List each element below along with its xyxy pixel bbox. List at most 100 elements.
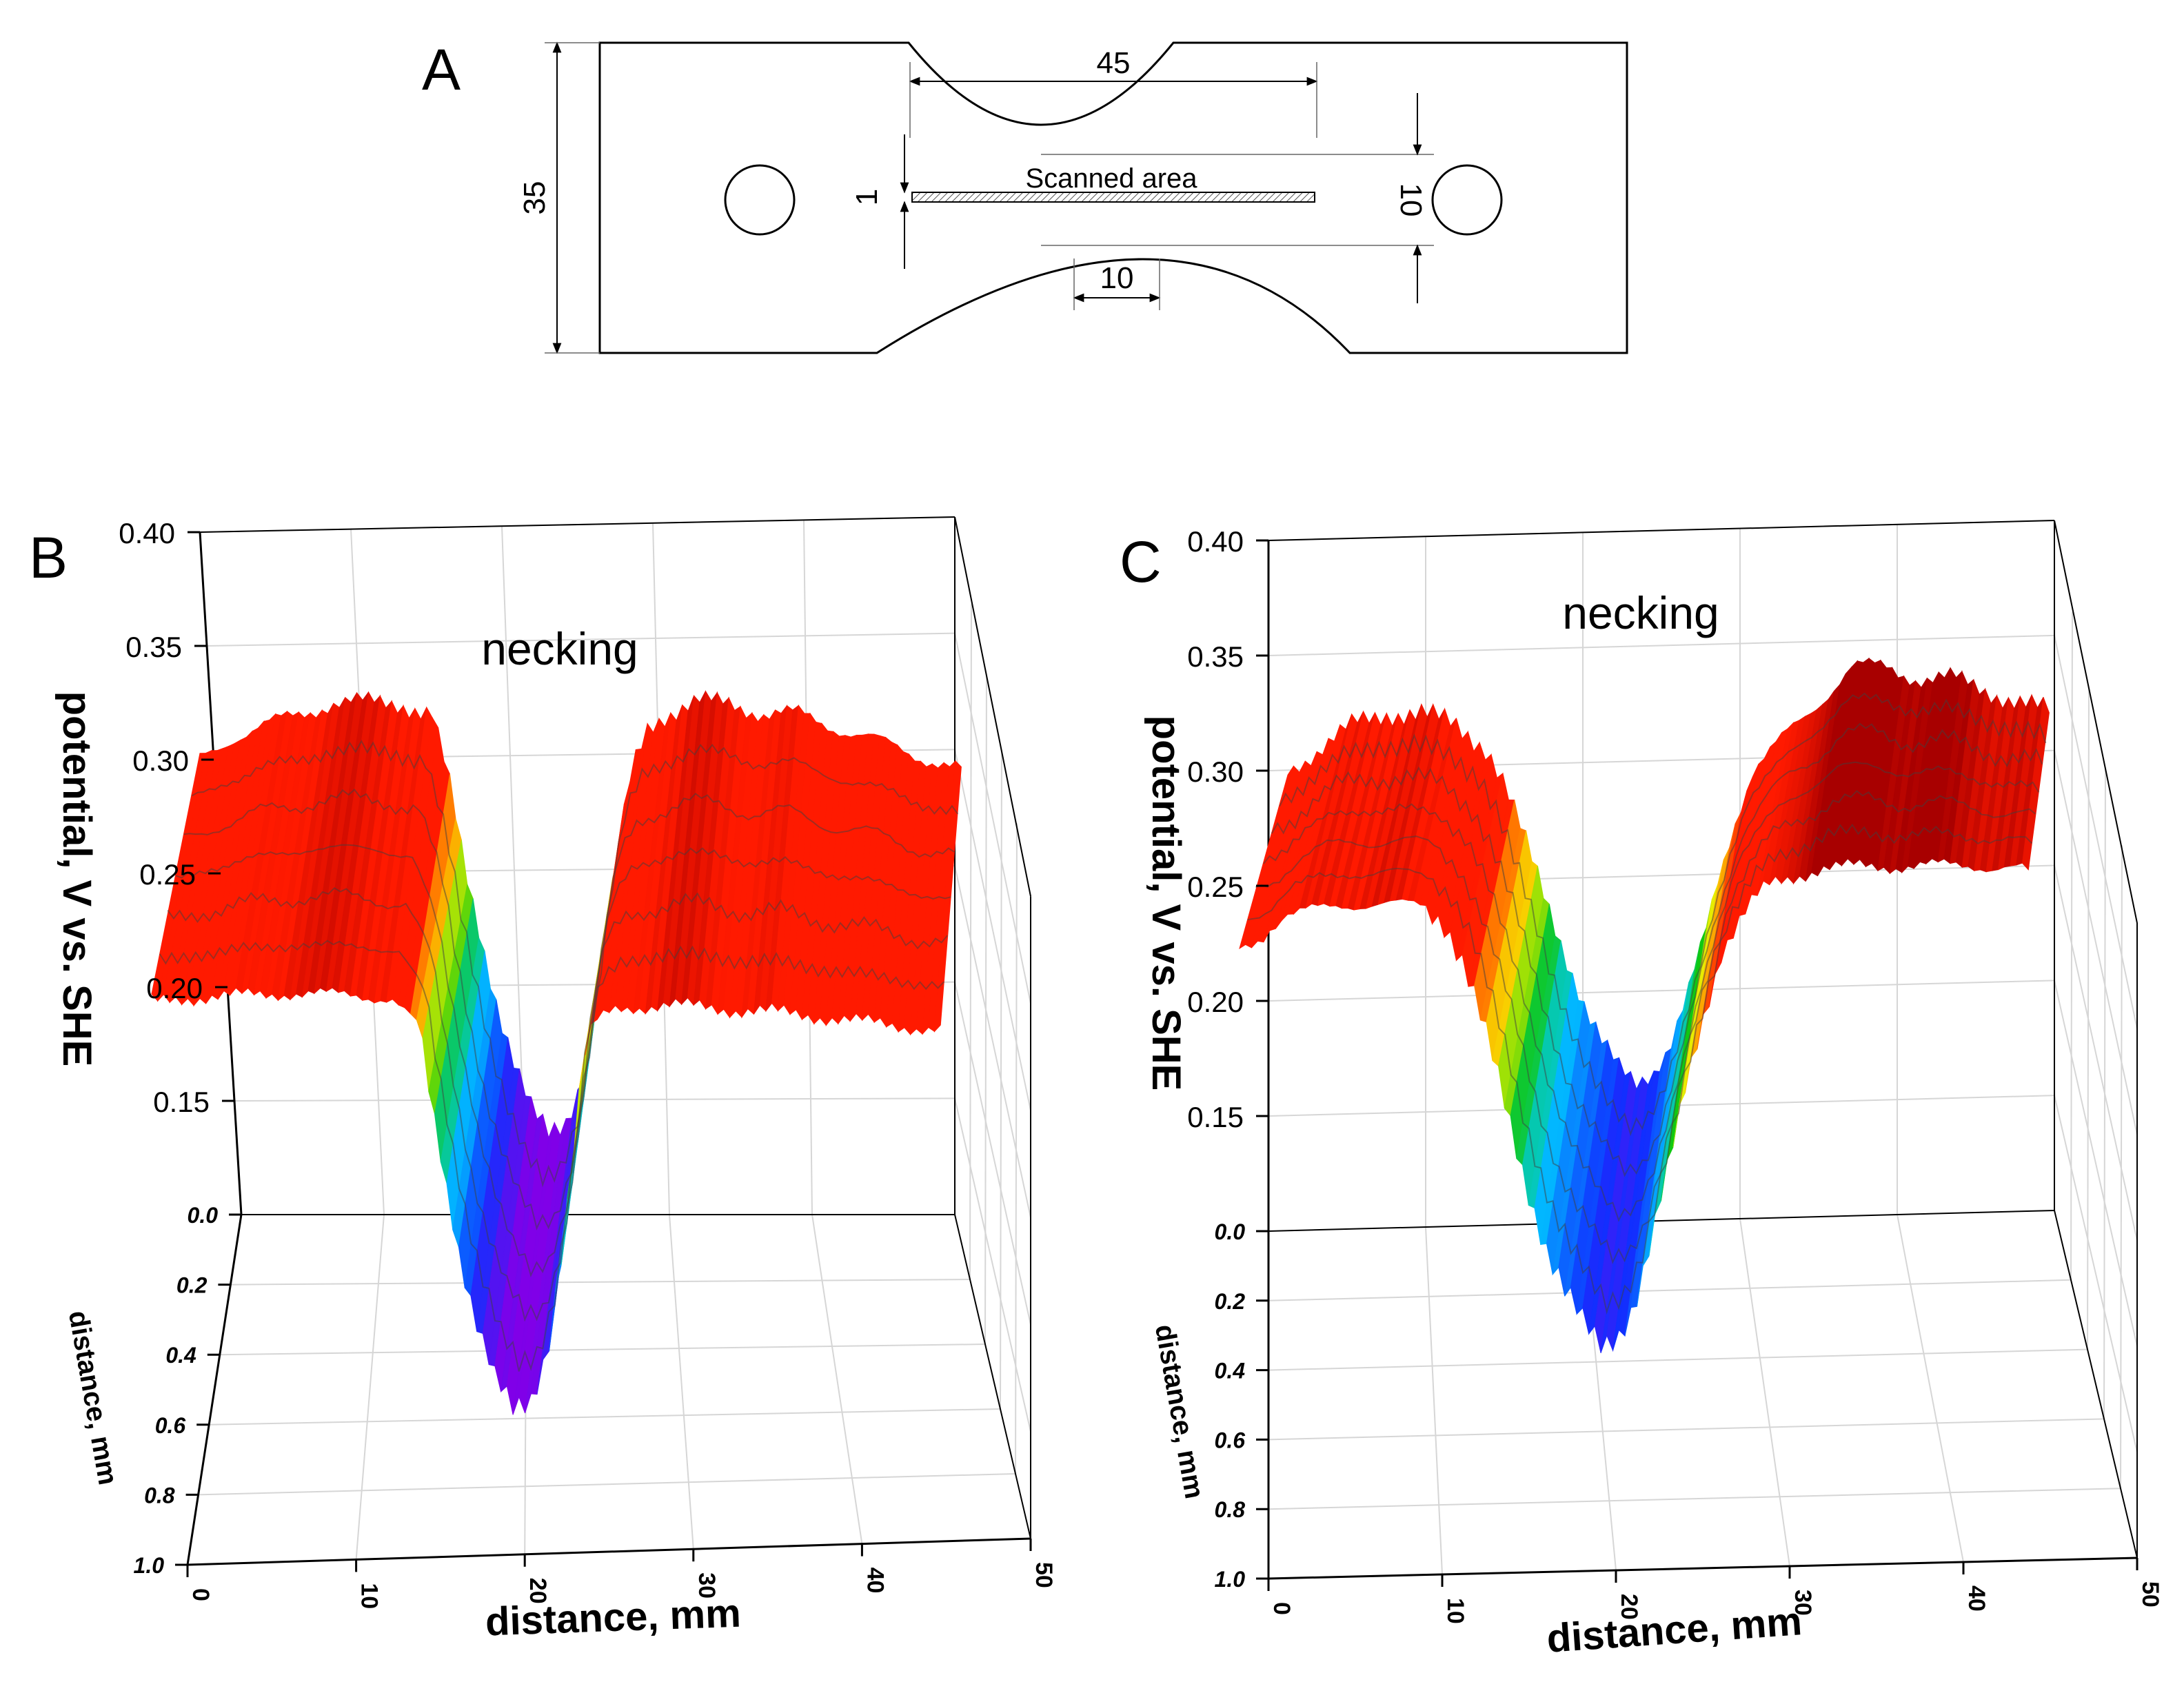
x-tick-label: 10 [1442, 1598, 1468, 1624]
surface-contour-line [1271, 722, 2043, 1177]
x-floor-gridline [811, 1214, 863, 1544]
panel-b: B 0.150.200.250.300.350.400.00.20.40.60.… [29, 516, 1057, 1645]
side-z-gridline [954, 982, 1031, 1325]
side-z-gridline [954, 633, 1031, 1004]
z-tick-label: 0.35 [125, 631, 182, 663]
y-floor-gridline [1268, 1488, 2121, 1510]
floor-back-edge [1268, 1210, 2055, 1232]
x-tick-label: 0 [1268, 1602, 1295, 1615]
z-tick-label: 0.40 [1187, 525, 1244, 558]
left-mounting-hole [724, 164, 796, 236]
y-axis-line [186, 1214, 243, 1565]
z-gridline [206, 632, 956, 647]
y-tick-label: 0.4 [165, 1343, 196, 1368]
floor-right-edge [2054, 1210, 2138, 1559]
y-tick-label: 1.0 [1215, 1567, 1246, 1592]
x-floor-gridline [355, 1214, 385, 1560]
y-tick-label: 0.8 [1215, 1497, 1246, 1522]
y-floor-gridline [1268, 1279, 2072, 1301]
scanned-area-strip [911, 192, 1315, 203]
surface-strip [2021, 697, 2050, 871]
y-tick-label: 0.2 [1215, 1289, 1246, 1314]
x-floor-gridline [1425, 1226, 1443, 1575]
back-wall-top-edge [199, 516, 956, 533]
y-tick-label: 0.8 [144, 1483, 175, 1508]
panel-b-y-axis-title: distance, mm [63, 1308, 123, 1487]
panel-c-surface [1239, 657, 2050, 1353]
panel-b-x-axis-title: distance, mm [485, 1591, 742, 1645]
panel-c-gridlines [1268, 520, 2138, 1575]
surface-contour-line [183, 789, 955, 1230]
right-mounting-hole [1431, 164, 1503, 236]
y-tick-label: 0.0 [1215, 1219, 1246, 1244]
y-tick-label: 0.0 [188, 1203, 219, 1228]
y-tick-label: 0.4 [1215, 1359, 1246, 1383]
side-vertical-gridline [2070, 611, 2073, 1280]
x-floor-gridline [1739, 1218, 1790, 1567]
floor-right-edge [954, 1214, 1031, 1539]
y-tick-label: 0.6 [155, 1413, 186, 1438]
side-z-gridline [954, 749, 1031, 1111]
x-tick-label: 0 [188, 1588, 214, 1601]
z-tick-label: 0.15 [1187, 1101, 1244, 1133]
side-z-gridline [2054, 865, 2138, 1241]
surface-contour-line [191, 739, 959, 1188]
panel-b-necking-annotation: necking [481, 623, 638, 674]
z-gridline [234, 1097, 956, 1102]
z-tick-label: 0.15 [153, 1086, 210, 1118]
panel-c-z-axis-title: potential, V vs. SHE [1144, 716, 1189, 1091]
y-floor-gridline [1268, 1348, 2088, 1371]
z-tick-label: 0.40 [119, 517, 175, 549]
panel-c-necking-annotation: necking [1562, 587, 1719, 638]
x-tick-label: 30 [694, 1572, 720, 1599]
z-tick-label: 0.30 [132, 744, 189, 777]
panel-b-axes [186, 516, 1031, 1566]
side-z-gridline [2054, 750, 2138, 1135]
z-tick-label: 0.20 [146, 972, 203, 1004]
x-floor-gridline [1897, 1214, 1964, 1563]
x-tick-label: 30 [1790, 1590, 1816, 1616]
side-z-gridline [2054, 635, 2138, 1029]
side-vertical-gridline [2103, 767, 2106, 1419]
z-tick-label: 0.35 [1187, 640, 1244, 673]
y-floor-gridline [219, 1344, 986, 1356]
y-tick-label: 0.2 [176, 1273, 208, 1298]
y-floor-gridline [230, 1279, 971, 1286]
x-tick-label: 40 [862, 1568, 888, 1594]
x-tick-label: 50 [1031, 1562, 1057, 1588]
side-vertical-gridline [1000, 750, 1002, 1410]
x-tick-label: 10 [356, 1583, 383, 1609]
side-z-gridline [2054, 980, 2138, 1347]
panel-c-x-axis-title: distance, mm [1545, 1599, 1803, 1661]
surface-contour-line [1247, 823, 2033, 1315]
side-z-gridline [954, 865, 1031, 1218]
panel-b-surface [151, 690, 962, 1415]
z-tick-label: 0.25 [1187, 871, 1244, 903]
side-vertical-gridline [2120, 845, 2123, 1489]
panel-a: A Scanned area 45 35 1 10 10 [422, 37, 1628, 354]
surface-contour-line [1279, 692, 2047, 1137]
panel-c: C 0.150.200.250.300.350.400.00.20.40.60.… [1120, 520, 2163, 1661]
x-axis-line [187, 1537, 1031, 1566]
dim-35-label: 35 [518, 181, 552, 215]
dim-10-detail-label: 10 [1100, 261, 1134, 295]
z-tick-label: 0.30 [1187, 756, 1244, 788]
x-tick-label: 20 [525, 1578, 551, 1604]
x-tick-label: 20 [1616, 1594, 1642, 1620]
panel-b-label: B [29, 525, 68, 590]
y-tick-label: 0.6 [1215, 1428, 1246, 1452]
surface-strip [933, 760, 962, 1033]
surface-contour-line [167, 887, 949, 1322]
side-z-gridline [2054, 1095, 2138, 1452]
x-tick-label: 50 [2137, 1581, 2163, 1608]
back-wall-top-edge [1268, 520, 2055, 541]
dim-10-gauge-label: 10 [1394, 183, 1428, 217]
surface-contour-line [175, 844, 951, 1278]
side-z-gridline [954, 1098, 1031, 1432]
y-floor-gridline [198, 1473, 1016, 1496]
panel-b-ticks: 0.15 0.20 0.25 0.30 0.35 0.40 0.0 0.2 0.4 0.6 0.8 1… [119, 517, 1057, 1609]
dim-1-label: 1 [850, 189, 884, 205]
x-tick-label: 40 [1963, 1585, 1990, 1612]
dim-45-label: 45 [1097, 46, 1131, 80]
